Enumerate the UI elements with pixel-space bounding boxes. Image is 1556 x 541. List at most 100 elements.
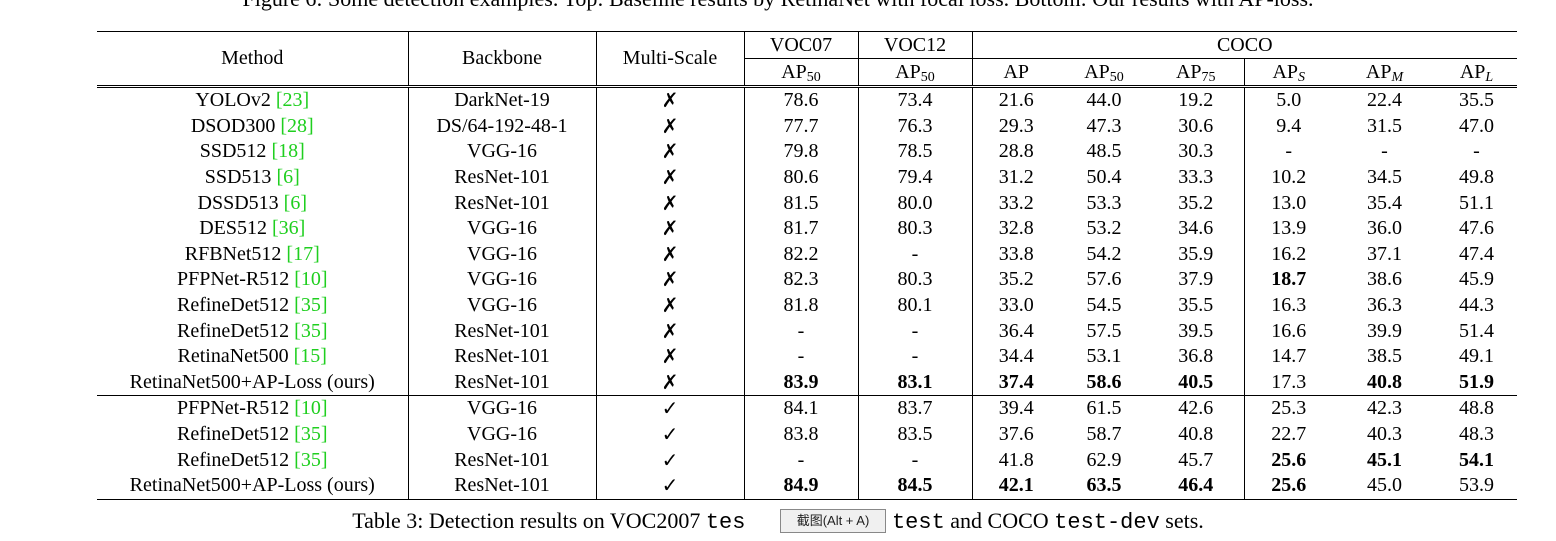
backbone-cell: ResNet-101 [408,447,597,473]
cell-value: 54.2 [1086,242,1122,265]
v07-cell: 84.9 [744,472,859,500]
apm-cell: 31.5 [1333,114,1436,140]
cell-value: - [911,448,919,471]
table-row: RefineDet512 [35] VGG-16 ✓ 83.8 83.5 37.6 58.7… [97,421,1517,448]
apl-cell: 48.8 [1436,395,1518,422]
v12-cell: 83.5 [858,421,973,448]
cell-value: 25.6 [1271,474,1307,497]
table-row: RefineDet512 [35] VGG-16 ✗ 81.8 80.1 33.0 54.5… [97,292,1517,319]
method-cell: RefineDet512 [35] [97,447,409,473]
apl-cell: 48.3 [1436,422,1517,448]
citation-link[interactable]: [35] [294,448,328,471]
citation-link[interactable]: [6] [276,166,300,189]
cell-value: 51.4 [1459,319,1494,342]
method-cell: RetinaNet500+AP-Loss (ours) [97,369,409,396]
cell-value: 61.5 [1086,397,1122,420]
citation-link[interactable]: [35] [294,319,328,342]
cell-value: 53.9 [1459,474,1494,497]
citation-link[interactable]: [17] [286,242,320,265]
cell-value: 34.5 [1367,166,1402,189]
apl-cell: 54.1 [1436,447,1517,473]
cell-value: 53.3 [1086,191,1122,214]
multiscale-cell: ✗ [596,369,745,396]
apm-cell: 37.1 [1333,242,1436,268]
citation-link[interactable]: [23] [275,89,310,112]
ap75-cell: 30.3 [1148,139,1245,165]
cell-value: 50.4 [1086,166,1122,189]
cell-value: 84.1 [783,397,819,420]
citation-link[interactable]: [35] [294,294,328,317]
cell-value: 32.8 [998,217,1034,240]
cell-value: 22.7 [1271,423,1307,446]
cell-value: 18.7 [1271,268,1307,291]
cell-value: 47.6 [1459,217,1494,240]
table-row: SSD513 [6] ResNet-101 ✗ 80.6 79.4 31.2 50.4 33.… [97,164,1517,191]
apm-cell: 39.9 [1333,318,1436,344]
v07-cell: 81.5 [744,190,859,216]
method-name: SSD512 [199,140,272,163]
cell-value: 45.7 [1178,448,1214,471]
ap75-cell: 40.5 [1148,369,1245,396]
citation-link[interactable]: [15] [293,345,327,368]
aps-cell: 16.6 [1244,318,1333,344]
method-cell: DSOD300 [28] [97,113,409,140]
citation-link[interactable]: [10] [294,397,328,420]
cell-value: 80.3 [897,217,933,240]
aps-cell: 9.4 [1244,114,1333,140]
cell-value: 81.8 [783,294,819,317]
ap50-cell: 58.6 [1060,370,1148,396]
ap50-cell: 53.3 [1060,190,1148,216]
v12-cell: 76.3 [858,113,973,140]
aps-cell: 22.7 [1244,422,1333,448]
ap-cell: 39.4 [972,395,1060,422]
method-cell: RetinaNet500+AP-Loss (ours) [97,472,409,500]
backbone-cell: VGG-16 [408,215,597,242]
header-voc12: VOC12 [858,31,973,59]
table-caption: Table 3: Detection results on VOC2007 te… [352,508,1204,535]
citation-link[interactable]: [28] [280,114,314,137]
cell-value: 73.4 [897,89,933,112]
method-name: RFBNet512 [184,242,287,265]
method-name: RefineDet512 [176,319,295,342]
ap75-cell: 35.5 [1148,292,1245,319]
v12-cell: 84.5 [858,472,973,500]
cell-value: - [1381,140,1388,163]
cell-value: 83.7 [897,397,933,420]
cell-value: 47.3 [1086,114,1122,137]
cell-value: 82.2 [783,242,819,265]
cell-value: 35.4 [1367,191,1402,214]
cell-value: 30.6 [1178,114,1214,137]
v07-cell: 78.6 [744,86,859,114]
v12-cell: 80.0 [858,190,973,216]
cell-value: - [1285,140,1293,163]
cell-value: 36.3 [1367,294,1402,317]
citation-link[interactable]: [10] [294,268,328,291]
aps-cell: 25.3 [1244,395,1333,422]
backbone-cell: VGG-16 [408,241,597,268]
method-name: DSOD300 [190,114,281,137]
citation-link[interactable]: [18] [271,140,305,163]
aps-cell: 14.7 [1244,344,1333,370]
v07-cell: 84.1 [744,395,859,422]
apm-cell: 35.4 [1333,190,1436,216]
apl-cell: 44.3 [1436,293,1517,319]
cell-value: 10.2 [1271,166,1307,189]
ap50-cell: 53.2 [1060,216,1148,242]
backbone-cell: ResNet-101 [408,318,597,344]
v07-cell: 80.6 [744,164,859,191]
cell-value: 57.5 [1086,319,1122,342]
citation-link[interactable]: [35] [294,423,328,446]
header-coco-apm: APM [1333,58,1436,88]
method-name: DSSD513 [197,191,284,214]
aps-cell: 16.3 [1244,293,1333,319]
apl-cell: 51.1 [1436,190,1517,216]
cell-value: 77.7 [783,114,819,137]
multiscale-cell: ✗ [596,164,745,191]
citation-link[interactable]: [6] [283,191,307,214]
apl-cell: 51.4 [1436,318,1517,344]
apl-cell: 47.6 [1436,216,1517,242]
table-row: PFPNet-R512 [10] VGG-16 ✓ 84.1 83.7 39.4 61.5 4… [97,395,1518,422]
v12-cell: 83.1 [858,369,973,396]
citation-link[interactable]: [36] [271,217,306,240]
ap50-cell: 61.5 [1060,395,1148,422]
